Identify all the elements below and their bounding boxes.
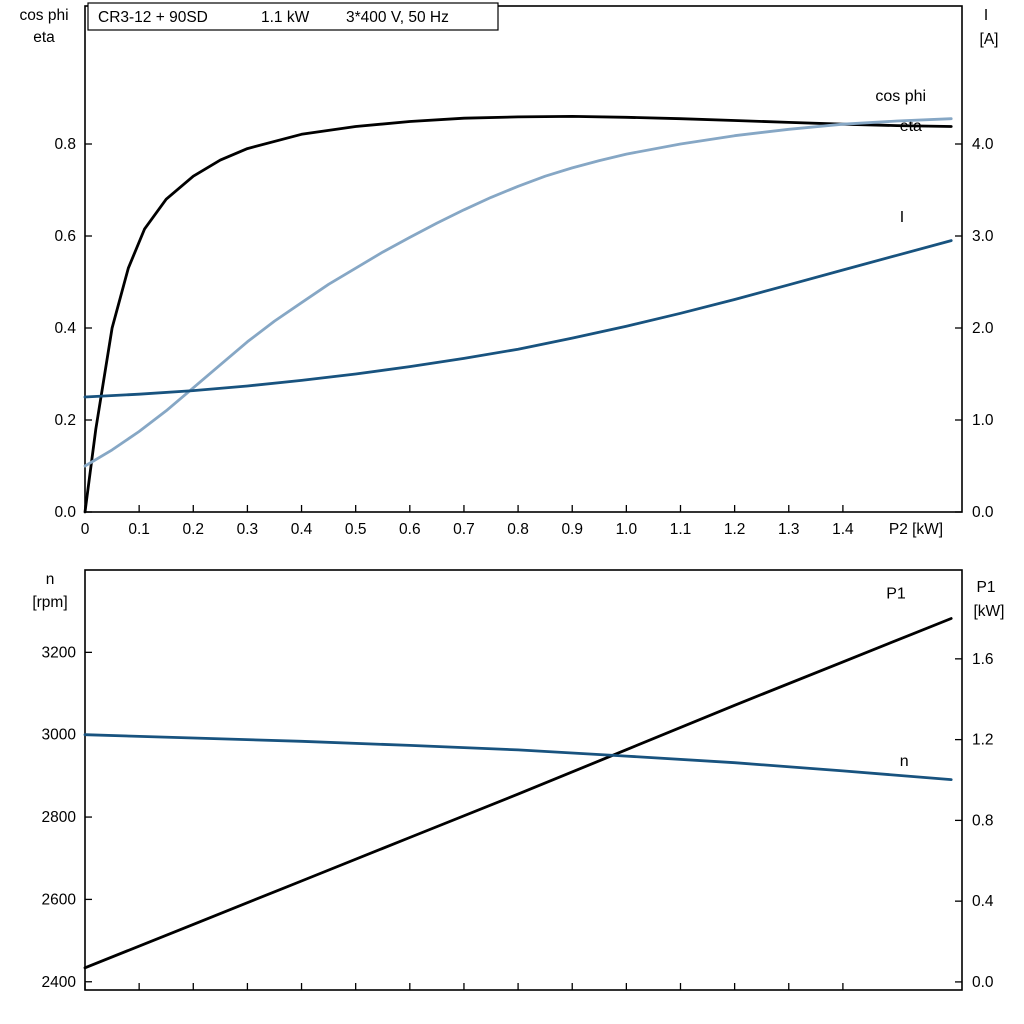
left-tick-label: 2800 bbox=[42, 809, 77, 826]
bottom-left-axis-title-line2: [rpm] bbox=[32, 594, 67, 611]
x-tick-label: 0.2 bbox=[182, 521, 204, 538]
x-tick-label: 0.7 bbox=[453, 521, 475, 538]
right-tick-label: 1.6 bbox=[972, 651, 994, 668]
left-tick-label: 2400 bbox=[42, 974, 77, 991]
title-power: 1.1 kW bbox=[261, 9, 310, 26]
p1-curve bbox=[83, 617, 953, 970]
left-tick-label: 0.8 bbox=[54, 136, 76, 153]
x-tick-label: 1.0 bbox=[616, 521, 638, 538]
left-tick-label: 3200 bbox=[42, 644, 77, 661]
eta-curve-label: eta bbox=[900, 118, 922, 135]
x-tick-label: 1.2 bbox=[724, 521, 746, 538]
cos-phi-curve bbox=[83, 117, 953, 468]
x-tick-label: 1.4 bbox=[832, 521, 854, 538]
cos-phi-curve-label: cos phi bbox=[875, 88, 926, 105]
n-curve-label: n bbox=[900, 753, 909, 770]
right-tick-label: 3.0 bbox=[972, 228, 994, 245]
n-curve bbox=[83, 733, 953, 781]
x-axis-title: P2 [kW] bbox=[889, 521, 943, 538]
speed-and-input-power-curves: 2400 2600 2800 3000 3200 0.0 0.4 0.8 1.2 1.6 P1 n bbox=[42, 569, 994, 991]
x-tick-label: 0.6 bbox=[399, 521, 421, 538]
x-tick-label: 0.5 bbox=[345, 521, 367, 538]
x-tick-label: 0.1 bbox=[128, 521, 150, 538]
left-tick-label: 2600 bbox=[42, 891, 77, 908]
x-tick-label: 0 bbox=[81, 521, 90, 538]
p1-curve-label: P1 bbox=[886, 585, 906, 602]
top-right-axis-title-line1: I bbox=[984, 7, 988, 24]
title-box-border bbox=[87, 2, 499, 31]
x-tick-label: 0.3 bbox=[237, 521, 259, 538]
title-supply: 3*400 V, 50 Hz bbox=[346, 9, 449, 26]
current-curve-label: I bbox=[900, 209, 904, 226]
current-curve bbox=[83, 239, 953, 399]
plot-frame bbox=[84, 5, 963, 513]
right-tick-label: 0.8 bbox=[972, 812, 994, 829]
top-left-axis-title-line2: eta bbox=[33, 29, 55, 46]
top-left-axis-title-line1: cos phi bbox=[19, 7, 68, 24]
motor-electrical-curves: 0 0.1 0.2 0.3 0.4 0.5 0.6 0.7 0.8 0.9 1.0 1.1 1.2 1.3… bbox=[54, 5, 994, 538]
bottom-right-axis-title-line2: [kW] bbox=[974, 603, 1005, 620]
top-right-axis-title-line2: [A] bbox=[980, 31, 999, 48]
right-tick-label: 0.4 bbox=[972, 893, 994, 910]
left-tick-label: 0.2 bbox=[54, 412, 76, 429]
x-tick-label: 0.8 bbox=[507, 521, 529, 538]
bottom-right-axis-title-line1: P1 bbox=[977, 579, 996, 596]
right-tick-label: 2.0 bbox=[972, 320, 994, 337]
left-tick-label: 0.4 bbox=[54, 320, 76, 337]
x-tick-label: 0.9 bbox=[561, 521, 583, 538]
left-tick-label: 0.6 bbox=[54, 228, 76, 245]
x-tick-label: 1.1 bbox=[670, 521, 692, 538]
right-tick-label: 0.0 bbox=[972, 974, 994, 991]
title-box: CR3-12 + 90SD 1.1 kW 3*400 V, 50 Hz bbox=[87, 2, 499, 31]
left-tick-label: 3000 bbox=[42, 727, 77, 744]
right-tick-label: 0.0 bbox=[972, 504, 994, 521]
left-tick-label: 0.0 bbox=[54, 504, 76, 521]
x-tick-label: 0.4 bbox=[291, 521, 313, 538]
bottom-left-axis-title-line1: n bbox=[46, 571, 55, 588]
x-tick-label: 1.3 bbox=[778, 521, 800, 538]
plot-frame bbox=[84, 569, 963, 991]
right-tick-label: 1.0 bbox=[972, 412, 994, 429]
right-tick-label: 4.0 bbox=[972, 136, 994, 153]
eta-curve bbox=[83, 115, 953, 514]
right-tick-label: 1.2 bbox=[972, 732, 994, 749]
title-model: CR3-12 + 90SD bbox=[98, 9, 208, 26]
